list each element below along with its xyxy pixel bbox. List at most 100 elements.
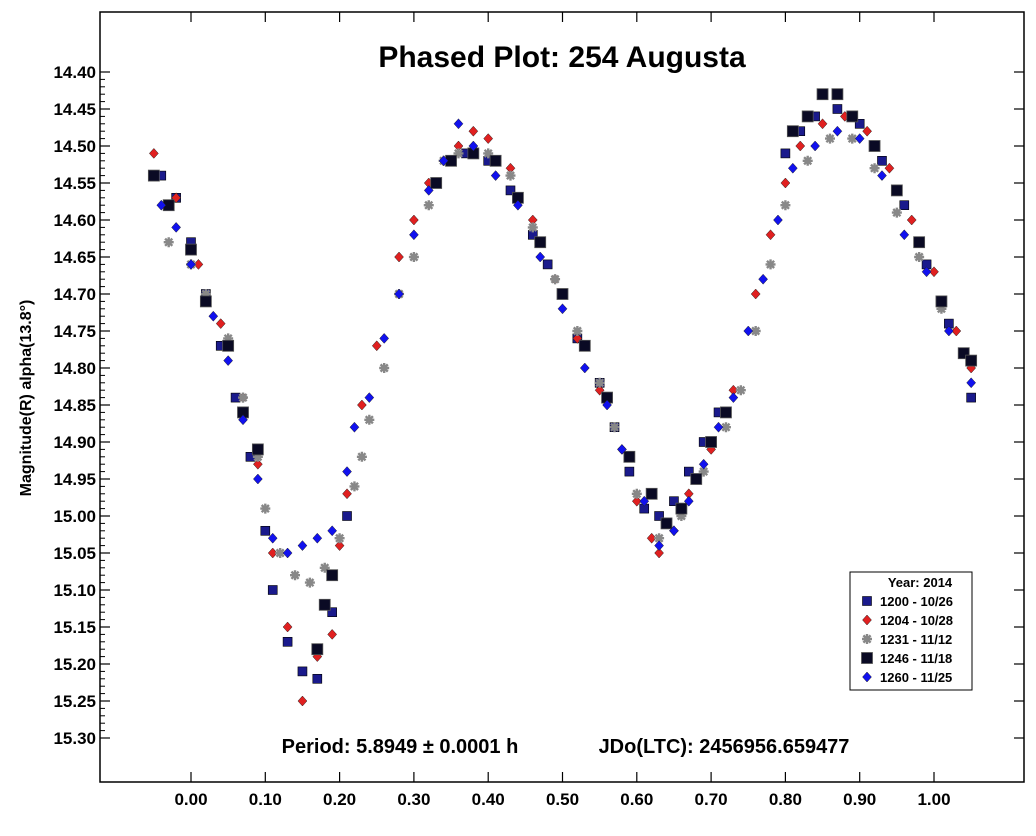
- data-point: [624, 466, 635, 477]
- data-point: [430, 177, 443, 189]
- data-point: [304, 577, 315, 588]
- data-point: [149, 148, 159, 159]
- data-point: [899, 229, 910, 241]
- y-tick-label: 14.65: [53, 248, 96, 267]
- data-point: [623, 450, 636, 463]
- data-point: [215, 318, 226, 329]
- data-point: [683, 495, 694, 507]
- data-point: [327, 607, 337, 618]
- x-tick-label: 0.30: [397, 790, 430, 809]
- data-point: [282, 636, 293, 647]
- y-tick-label: 15.15: [53, 618, 96, 637]
- series-1260-11-25: [156, 118, 976, 559]
- data-point: [357, 399, 367, 411]
- series-1231-11-12: [163, 133, 969, 588]
- y-tick-label: 15.25: [53, 692, 96, 711]
- data-point: [675, 502, 688, 515]
- y-tick-label: 15.10: [53, 581, 96, 600]
- data-point: [349, 421, 360, 433]
- legend-marker: [862, 671, 872, 683]
- data-point: [290, 570, 301, 581]
- data-point: [868, 140, 881, 152]
- data-point: [297, 695, 308, 707]
- data-point: [222, 339, 235, 352]
- data-point: [379, 363, 390, 373]
- data-point: [780, 148, 791, 159]
- data-point: [743, 325, 754, 337]
- data-point: [735, 385, 746, 396]
- y-tick-label: 15.20: [53, 655, 96, 674]
- data-point: [631, 488, 642, 499]
- data-point: [660, 517, 673, 530]
- series-1246-11-18: [147, 88, 978, 656]
- data-point: [631, 495, 642, 507]
- data-point: [846, 110, 859, 123]
- legend-marker: [862, 634, 872, 644]
- data-point: [394, 288, 404, 300]
- legend: Year: 2014 1200 - 10/26 1204 - 10/28 1231 …: [849, 571, 973, 691]
- legend-label: 1260 - 11/25: [880, 670, 952, 685]
- data-point: [750, 326, 761, 336]
- data-point: [423, 185, 434, 196]
- data-point: [795, 140, 806, 152]
- data-point: [578, 339, 591, 352]
- data-point: [646, 532, 657, 544]
- legend-label: 1200 - 10/26: [880, 594, 953, 609]
- data-point: [579, 362, 590, 374]
- data-point: [371, 340, 382, 352]
- data-point: [929, 266, 939, 278]
- legend-items: 1200 - 10/26 1204 - 10/28 1231 - 11/12 1246…: [861, 594, 953, 685]
- legend-label: 1204 - 10/28: [880, 613, 953, 628]
- data-point: [527, 222, 538, 233]
- data-point: [483, 148, 494, 159]
- data-point: [690, 473, 703, 485]
- data-point: [534, 236, 547, 249]
- data-point: [423, 200, 434, 211]
- data-point: [750, 288, 761, 300]
- data-point: [468, 125, 479, 137]
- data-point: [312, 673, 323, 684]
- data-point: [787, 162, 798, 174]
- data-point: [617, 444, 627, 455]
- data-point: [163, 237, 174, 248]
- data-point: [594, 377, 605, 388]
- data-point: [253, 473, 263, 485]
- data-point: [334, 540, 345, 551]
- data-point: [921, 266, 932, 278]
- data-point: [698, 466, 709, 477]
- legend-title: Year: 2014: [888, 575, 953, 590]
- data-point: [238, 414, 248, 426]
- data-point: [816, 88, 829, 101]
- data-point: [944, 325, 954, 337]
- data-point: [913, 236, 926, 249]
- data-point: [645, 487, 658, 500]
- data-point: [297, 666, 308, 677]
- data-point: [550, 274, 561, 285]
- data-point: [513, 199, 523, 211]
- data-point: [505, 170, 516, 181]
- data-point: [312, 532, 323, 544]
- data-point: [890, 184, 903, 197]
- data-point: [542, 259, 553, 270]
- data-point: [342, 466, 352, 477]
- data-point: [208, 310, 219, 322]
- data-point: [877, 170, 887, 181]
- data-point: [156, 199, 167, 211]
- data-point: [334, 533, 345, 544]
- y-tick-label: 14.80: [53, 359, 96, 378]
- data-point: [468, 140, 479, 152]
- data-point: [773, 214, 783, 226]
- data-point: [186, 259, 196, 270]
- x-tick-label: 0.10: [249, 790, 282, 809]
- y-axis-label: Magnitude(R) alpha(13.8°): [18, 300, 35, 497]
- period-annotation: Period: 5.8949 ± 0.0001 h: [282, 736, 519, 758]
- data-point: [409, 214, 419, 226]
- data-point: [713, 421, 724, 433]
- data-point: [408, 252, 419, 262]
- data-point: [223, 333, 234, 344]
- data-point: [147, 169, 160, 182]
- y-tick-label: 14.40: [53, 63, 96, 82]
- y-tick-label: 15.05: [53, 544, 96, 563]
- data-point: [609, 422, 620, 433]
